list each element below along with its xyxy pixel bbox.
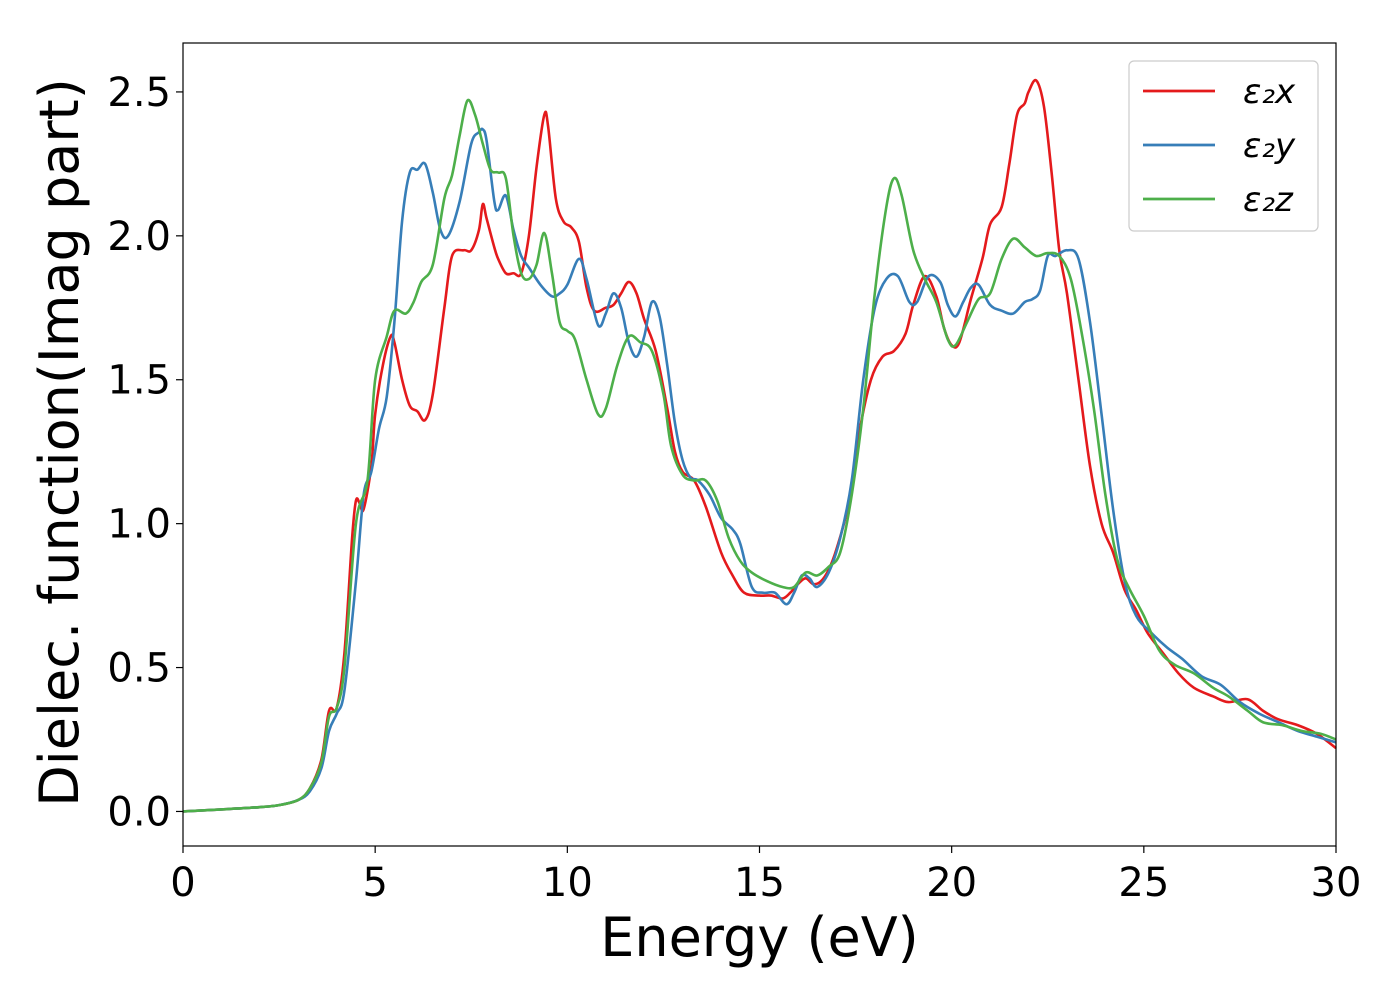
series-line-3: [182, 98, 1337, 813]
legend-box: [1128, 60, 1319, 232]
x-tick-label: 0: [170, 860, 195, 906]
x-tick-label: 10: [542, 860, 593, 906]
y-tick-label: 2.5: [107, 70, 171, 116]
y-tick-label: 1.0: [107, 502, 171, 548]
x-tick-label: 25: [1118, 860, 1169, 906]
x-axis-title: Energy (eV): [600, 906, 919, 969]
x-tick-label: 5: [362, 860, 387, 906]
series-layer: [182, 78, 1337, 813]
y-tick-label: 0.5: [107, 646, 171, 692]
series-line-1: [182, 78, 1337, 813]
legend-label: ε₂x: [1243, 72, 1296, 112]
x-tick-label: 30: [1311, 860, 1362, 906]
x-axis: 0 5 10 15 20 25 30: [170, 846, 1361, 906]
legend-label: ε₂y: [1243, 126, 1296, 166]
y-tick-label: 0.0: [107, 789, 171, 835]
y-tick-label: 2.0: [107, 214, 171, 260]
legend: ε₂x ε₂y ε₂z: [1128, 60, 1319, 232]
y-axis-title: Dielec. function(Imag part): [28, 78, 91, 807]
y-axis: 0.0 0.5 1.0 1.5 2.0 2.5: [107, 70, 183, 835]
x-tick-label: 15: [734, 860, 785, 906]
y-tick-label: 1.5: [107, 358, 171, 404]
x-tick-label: 20: [926, 860, 977, 906]
legend-label: ε₂z: [1243, 180, 1294, 220]
series-line-2: [182, 127, 1337, 813]
